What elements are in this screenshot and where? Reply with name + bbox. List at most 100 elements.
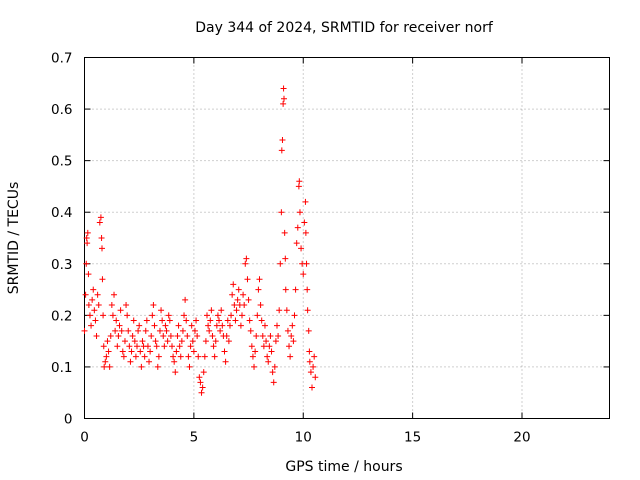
data-point — [277, 260, 284, 267]
data-point — [158, 307, 165, 314]
data-point — [186, 363, 193, 370]
data-point — [184, 332, 191, 339]
data-point — [187, 343, 194, 350]
data-point — [139, 338, 146, 345]
data-point — [254, 312, 261, 319]
x-tick-label: 5 — [190, 430, 199, 446]
data-point — [276, 307, 283, 314]
data-point — [156, 327, 163, 334]
data-point — [193, 317, 200, 324]
data-point — [172, 369, 179, 376]
x-tick-label: 20 — [513, 430, 530, 446]
data-point — [190, 348, 197, 355]
data-point — [150, 302, 157, 309]
data-point — [223, 332, 230, 339]
data-point — [224, 317, 231, 324]
data-point — [217, 327, 224, 334]
data-point — [95, 302, 102, 309]
data-point — [200, 369, 207, 376]
data-point — [169, 343, 175, 350]
data-point — [267, 332, 274, 339]
data-point — [171, 358, 178, 365]
data-point — [310, 363, 317, 370]
data-point — [298, 245, 305, 252]
data-point — [159, 317, 166, 324]
data-point — [185, 353, 192, 360]
data-point — [253, 332, 260, 339]
data-point — [296, 209, 303, 216]
data-point — [219, 322, 226, 329]
data-point — [206, 327, 213, 334]
y-tick-label: 0.5 — [51, 154, 72, 170]
data-point — [261, 322, 268, 329]
data-point — [146, 358, 153, 365]
data-point — [211, 353, 218, 360]
data-point — [83, 260, 90, 267]
data-point — [264, 353, 271, 360]
data-point — [272, 338, 279, 345]
data-point — [247, 327, 254, 334]
data-point — [233, 307, 240, 314]
data-point — [231, 302, 238, 309]
y-tick-label: 0 — [64, 412, 73, 428]
data-point — [294, 224, 301, 231]
data-point — [245, 296, 252, 303]
data-point — [92, 317, 99, 324]
data-point — [113, 317, 120, 324]
data-point — [101, 363, 108, 370]
data-point — [136, 322, 143, 329]
data-point — [246, 317, 253, 324]
data-point — [85, 271, 92, 278]
data-point — [208, 307, 215, 314]
y-tick-label: 0.6 — [51, 102, 72, 118]
x-axis: 0 5 10 15 20 — [80, 57, 531, 446]
data-point — [235, 286, 242, 293]
data-point — [288, 332, 295, 339]
data-point — [258, 317, 265, 324]
data-point — [292, 286, 299, 293]
data-point — [281, 95, 287, 102]
data-point — [309, 384, 315, 391]
data-point — [126, 343, 133, 350]
data-point — [112, 327, 119, 334]
data-point — [305, 327, 312, 334]
data-point — [290, 338, 297, 345]
data-point — [88, 322, 95, 329]
data-point — [268, 348, 275, 355]
data-point — [99, 276, 106, 283]
data-point — [148, 332, 155, 339]
data-point — [188, 322, 195, 329]
data-point — [199, 384, 206, 391]
data-point — [89, 296, 96, 303]
data-point — [212, 338, 219, 345]
chart-title: Day 344 of 2024, SRMTID for receiver nor… — [195, 20, 494, 36]
data-point — [176, 343, 183, 350]
data-point — [280, 100, 287, 107]
data-point — [99, 245, 105, 252]
data-point — [135, 327, 142, 334]
data-point — [306, 358, 313, 365]
data-point — [296, 178, 303, 185]
data-point — [274, 322, 280, 329]
data-point — [164, 338, 171, 345]
data-point — [209, 332, 216, 339]
data-point — [286, 343, 293, 350]
data-point — [175, 322, 182, 329]
y-tick-label: 0.1 — [51, 360, 72, 376]
data-point — [178, 338, 185, 345]
data-point — [91, 307, 98, 314]
y-axis-label: SRMTID / TECUs — [6, 182, 22, 295]
data-point — [302, 229, 309, 236]
data-point — [278, 209, 285, 216]
data-point — [291, 312, 298, 319]
data-point — [255, 286, 262, 293]
data-point — [174, 332, 181, 339]
data-point — [204, 312, 210, 319]
data-point — [121, 338, 128, 345]
data-point — [303, 260, 310, 267]
data-point — [260, 343, 267, 350]
data-point — [222, 358, 229, 365]
data-point — [131, 338, 138, 345]
data-point — [181, 312, 188, 319]
data-point — [166, 317, 173, 324]
